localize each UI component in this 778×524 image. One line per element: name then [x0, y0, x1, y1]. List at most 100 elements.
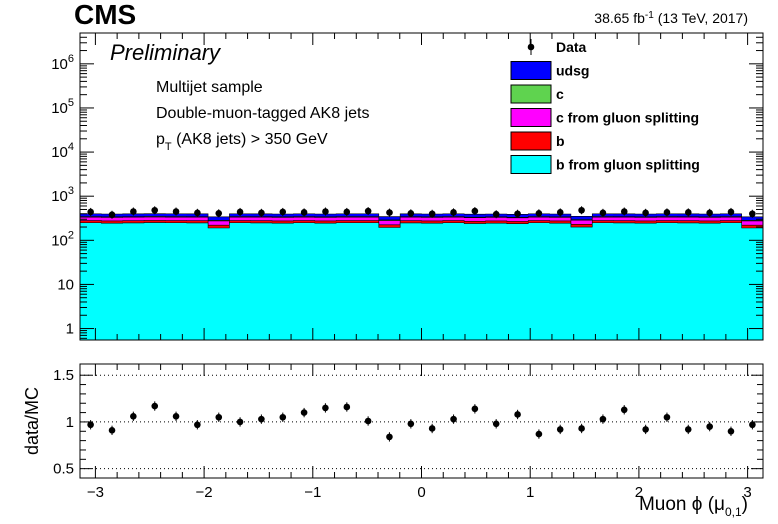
ratio-point: [620, 406, 628, 414]
ratio-point: [322, 404, 329, 412]
legend-label: b from gluon splitting: [556, 157, 700, 173]
y-tick-label: 106: [51, 53, 74, 73]
data-point: [749, 210, 756, 218]
legend-swatch-udsg: [510, 61, 552, 80]
x-tick-label: 1: [526, 484, 534, 501]
ratio-point: [428, 425, 436, 432]
data-point: [151, 206, 159, 214]
data-point: [215, 209, 223, 217]
ratio-y-tick-label: 0.5: [53, 461, 74, 478]
data-point: [108, 211, 116, 219]
ratio-point: [236, 418, 244, 426]
data-point: [492, 210, 500, 218]
ratio-point: [300, 409, 308, 416]
legend-label: c from gluon splitting: [556, 110, 699, 126]
data-point: [428, 210, 436, 218]
y-tick-label: 104: [51, 141, 74, 161]
data-point: [279, 208, 287, 216]
data-point: [620, 208, 628, 215]
data-point: [727, 208, 735, 216]
data-point: [364, 207, 372, 215]
ratio-point: [578, 425, 585, 432]
stack-layer: [79, 213, 764, 341]
y-tick-label: 105: [51, 97, 74, 117]
data-point: [87, 208, 94, 216]
data-point: [514, 210, 521, 218]
legend-data-marker: [527, 43, 535, 51]
data-point: [471, 207, 479, 215]
legend-label: Data: [556, 39, 587, 55]
ratio-point: [663, 413, 671, 421]
ratio-point: [514, 411, 521, 418]
legend-label: c: [556, 86, 564, 102]
ratio-point: [450, 415, 457, 423]
ratio-point: [471, 405, 479, 413]
ratio-y-tick-label: 1: [66, 414, 74, 431]
ratio-point: [599, 415, 607, 423]
data-point: [236, 208, 244, 216]
ratio-y-axis-label: data/MC: [22, 387, 42, 455]
x-tick-label: 0: [417, 484, 425, 501]
ratio-points: [87, 401, 756, 442]
data-point: [386, 209, 393, 216]
x-tick-label: 2: [635, 484, 643, 501]
ratio-point: [749, 421, 756, 429]
ratio-frame: [79, 363, 764, 479]
legend-swatch-b: [510, 131, 552, 151]
x-axis-label: Muon ϕ (μ0,1): [639, 494, 748, 519]
data-point: [642, 209, 649, 217]
data-point: [706, 209, 713, 217]
tag-label: Double-muon-tagged AK8 jets: [156, 105, 369, 122]
ratio-point: [407, 420, 415, 428]
data-point: [535, 209, 543, 217]
x-tick-label: −3: [87, 484, 104, 501]
ratio-point: [642, 426, 649, 433]
sample-label: Multijet sample: [156, 79, 263, 96]
x-tick-label: 3: [743, 484, 751, 501]
ratio-point: [87, 421, 94, 429]
lumi-label: 38.65 fb-1 (13 TeV, 2017): [594, 10, 748, 26]
ratio-point: [492, 420, 500, 428]
ratio-point: [556, 426, 564, 433]
y-tick-label: 103: [51, 185, 74, 205]
data-point: [300, 209, 308, 216]
ratio-point: [215, 413, 223, 421]
status-label: Preliminary: [110, 40, 222, 65]
ratio-y-ticks: 0.5 1 1.5: [53, 367, 763, 478]
main-y-ticks: 1 10 102 103 104 105 106: [51, 36, 763, 339]
data-point: [578, 206, 585, 214]
ratio-y-tick-label: 1.5: [53, 367, 74, 384]
legend-label: udsg: [556, 63, 589, 79]
data-point: [663, 209, 671, 216]
legend: Data udsg c c from gluon splitting b b from g…: [510, 39, 700, 174]
data-point: [407, 209, 415, 217]
data-point: [450, 209, 457, 216]
legend-swatch-c: [510, 84, 552, 104]
pt-cut-label: pT (AK8 jets) > 350 GeV: [156, 131, 328, 153]
data-point: [556, 209, 564, 216]
x-tick-label: −1: [304, 484, 321, 501]
legend-swatch-b-from-gluon-splitting: [510, 155, 552, 174]
ratio-point: [279, 413, 287, 421]
y-tick-label: 102: [51, 229, 74, 249]
stack-b-from-gluon-splitting: [79, 222, 764, 341]
data-point: [172, 208, 180, 215]
ratio-point: [172, 413, 180, 420]
legend-label: b: [556, 133, 565, 149]
ratio-point: [535, 430, 543, 438]
y-tick-label: 10: [57, 276, 74, 293]
main-plot: 1 10 102 103 104 105 106: [51, 32, 764, 341]
ratio-grid: [80, 374, 763, 470]
y-tick-label: 1: [66, 321, 74, 338]
ratio-point: [706, 423, 713, 430]
ratio-point: [130, 413, 137, 420]
data-point: [599, 209, 607, 217]
x-tick-label: −2: [196, 484, 213, 501]
ratio-point: [343, 403, 351, 411]
data-point: [322, 208, 329, 215]
ratio-point: [364, 417, 372, 425]
ratio-x-ticks: −3 −2 −1 0 1 2 3: [87, 364, 752, 501]
data-point: [130, 208, 137, 215]
data-point: [343, 208, 351, 216]
